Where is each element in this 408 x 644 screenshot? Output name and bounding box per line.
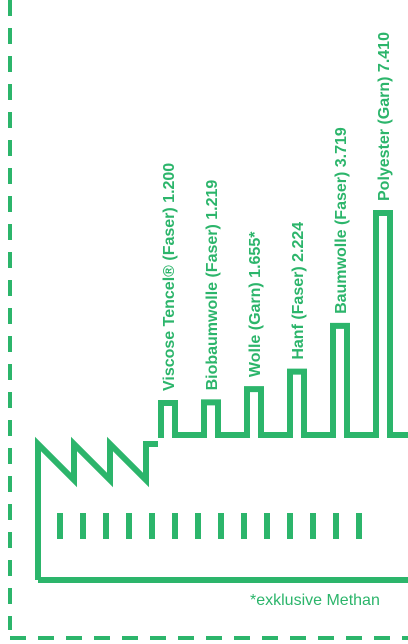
factory-window — [356, 513, 362, 539]
bar-labels: Viscose Tencel® (Faser) 1.200 Biobaumwoll… — [161, 32, 393, 391]
bar-series — [161, 213, 390, 435]
factory-window — [241, 513, 247, 539]
bar-label-2: Biobaumwolle (Faser) 1.219 — [204, 180, 221, 391]
factory-window — [310, 513, 316, 539]
factory-window — [264, 513, 270, 539]
factory-roof-sawtooth — [35, 436, 158, 580]
factory-window — [333, 513, 339, 539]
factory-window — [172, 513, 178, 539]
factory-windows — [57, 513, 362, 539]
factory-window — [57, 513, 63, 539]
factory-window — [149, 513, 155, 539]
factory-window — [218, 513, 224, 539]
chimney-skyline — [158, 210, 408, 438]
bar-label-5: Baumwolle (Faser) 3.719 — [333, 127, 350, 314]
factory-window — [126, 513, 132, 539]
factory-window — [287, 513, 293, 539]
bar-label-4: Hanf (Faser) 2.224 — [290, 222, 307, 360]
factory-window — [103, 513, 109, 539]
factory-window — [80, 513, 86, 539]
bar-label-3: Wolle (Garn) 1.655* — [247, 231, 264, 377]
bar-label-6: Polyester (Garn) 7.410 — [376, 32, 393, 201]
footnote: *exklusive Methan — [250, 592, 380, 609]
bar-label-1: Viscose Tencel® (Faser) 1.200 — [161, 163, 178, 391]
factory-window — [195, 513, 201, 539]
